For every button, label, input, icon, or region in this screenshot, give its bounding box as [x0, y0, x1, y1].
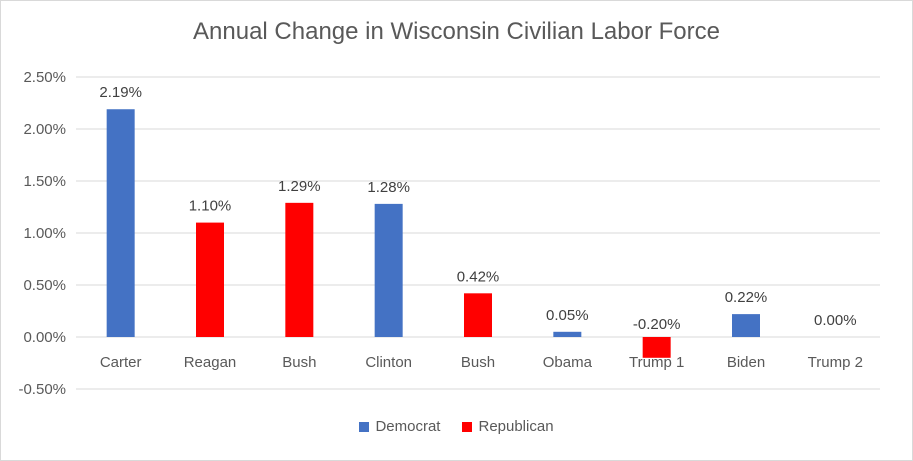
x-tick-label: Obama	[543, 354, 593, 371]
x-tick-label: Bush	[461, 354, 495, 371]
data-label: 0.05%	[546, 307, 589, 324]
bar-6	[642, 337, 671, 358]
x-tick-label: Trump 2	[808, 354, 863, 371]
data-labels: 2.19% 1.10% 1.29% 1.28% 0.42% 0.05% -0.20% 0.22…	[99, 84, 856, 333]
chart-title: Annual Change in Wisconsin Civilian Labo…	[193, 18, 720, 45]
legend-item-republican: Republican	[462, 418, 554, 435]
y-tick-label: 1.50%	[23, 173, 66, 190]
bar-0	[106, 109, 135, 338]
bar-1	[196, 222, 224, 337]
x-tick-label: Bush	[282, 354, 316, 371]
y-axis-ticks: 2.50% 2.00% 1.50% 1.00% 0.50% 0.00% -0.50%	[18, 69, 66, 398]
data-label: 1.28%	[367, 179, 410, 196]
x-tick-label: Biden	[727, 354, 765, 371]
data-label: 0.00%	[814, 312, 857, 329]
legend-swatch-republican	[462, 421, 473, 432]
y-tick-label: 0.00%	[23, 329, 66, 346]
bar-3	[374, 203, 403, 337]
bar-5	[553, 331, 582, 337]
data-label: 0.42%	[457, 268, 500, 285]
bars	[106, 109, 760, 358]
y-tick-label: 2.50%	[23, 69, 66, 86]
legend: Democrat Republican	[0, 418, 913, 435]
x-tick-label: Carter	[100, 354, 142, 371]
legend-label-republican: Republican	[478, 418, 554, 435]
data-label: 1.29%	[278, 178, 321, 195]
bar-7	[732, 314, 760, 337]
bar-4	[464, 293, 492, 337]
x-axis-labels: Carter Reagan Bush Clinton Bush Obama Trump 1 B…	[100, 354, 863, 371]
x-tick-label: Reagan	[184, 354, 237, 371]
data-label: 0.22%	[725, 289, 768, 306]
y-tick-label: 0.50%	[23, 277, 66, 294]
x-tick-label: Trump 1	[629, 354, 684, 371]
y-tick-label: 2.00%	[23, 121, 66, 138]
data-label: 1.10%	[189, 198, 232, 215]
legend-item-democrat: Democrat	[359, 418, 440, 435]
legend-swatch-democrat	[359, 421, 370, 432]
legend-label-democrat: Democrat	[375, 418, 441, 435]
data-label: 2.19%	[99, 84, 142, 101]
bar-2	[285, 202, 314, 337]
y-tick-label: -0.50%	[18, 381, 66, 398]
data-label: -0.20%	[633, 316, 681, 333]
y-tick-label: 1.00%	[23, 225, 66, 242]
x-tick-label: Clinton	[365, 354, 412, 371]
